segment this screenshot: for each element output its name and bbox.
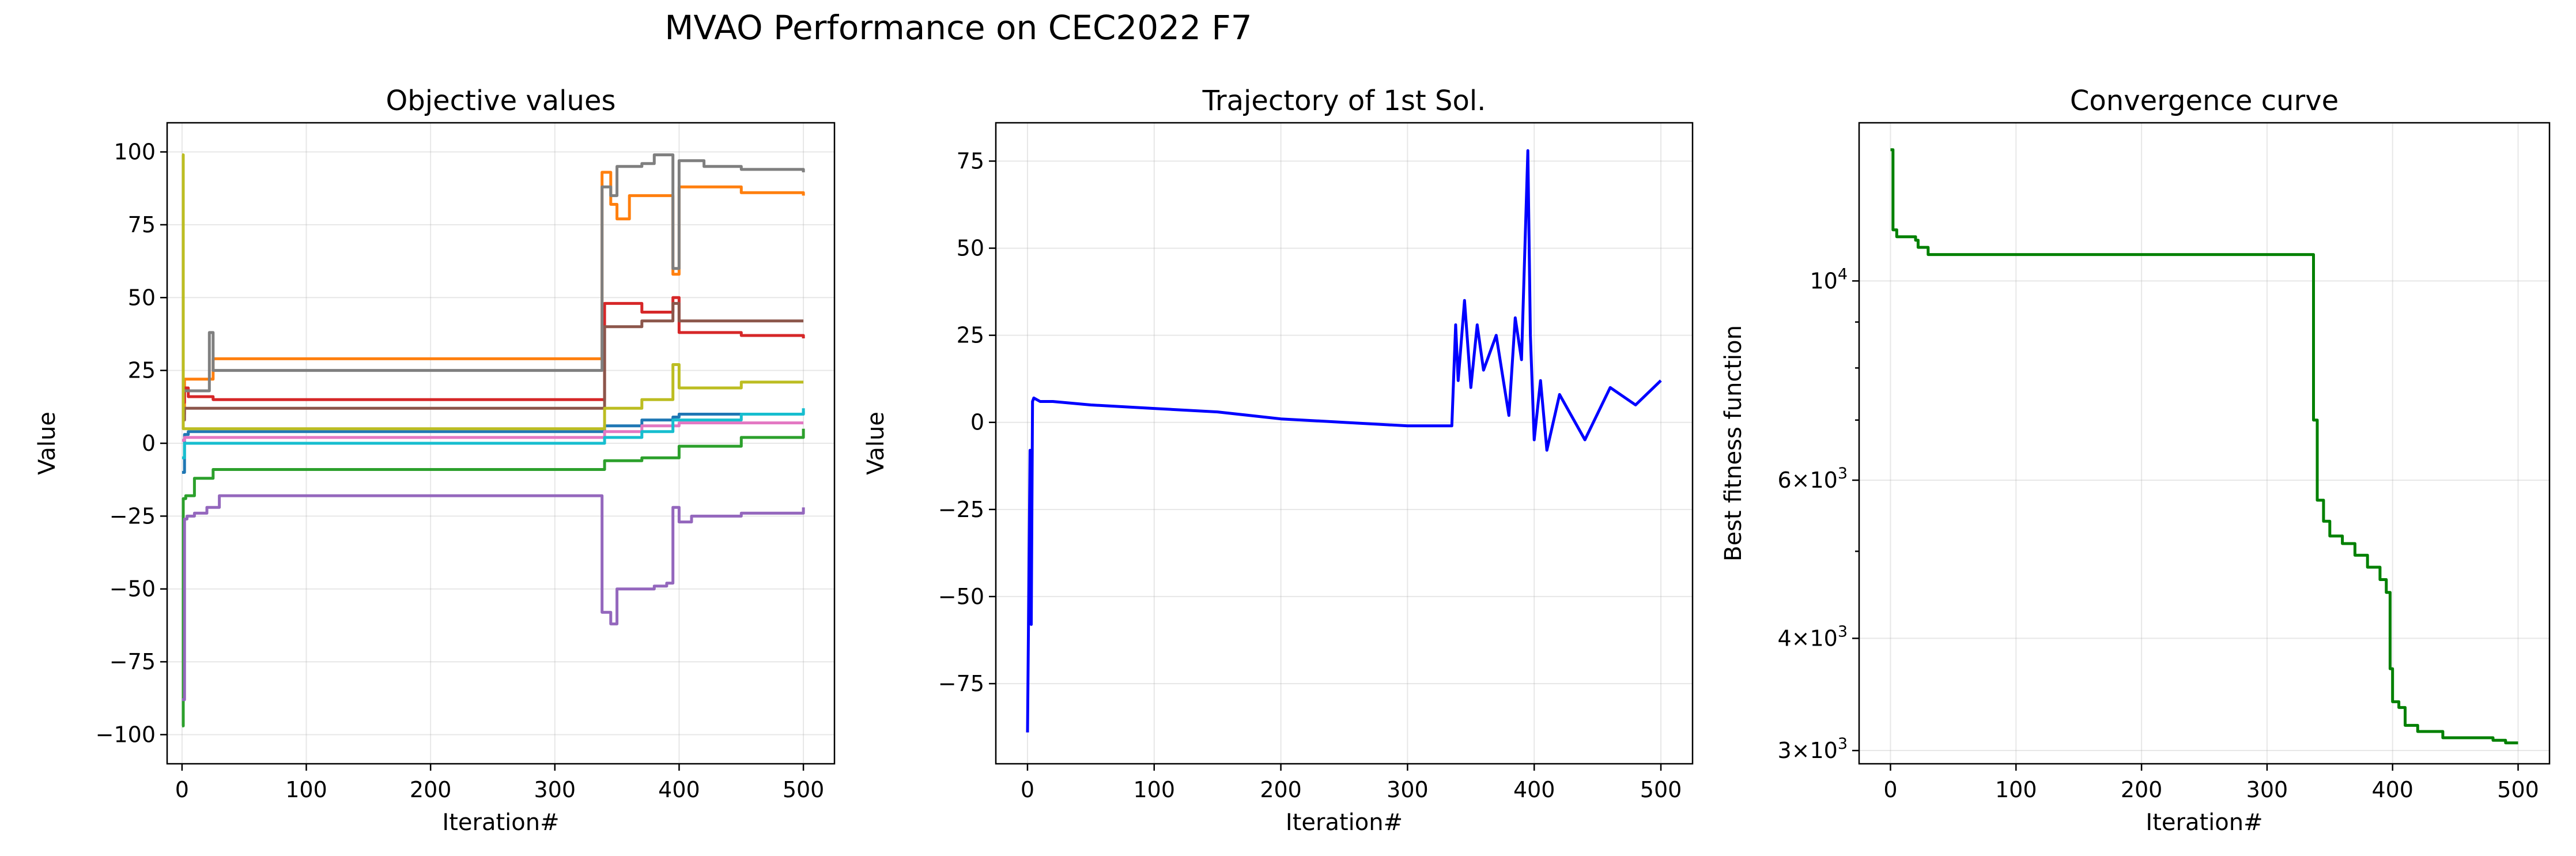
x-tick-label: 100 — [285, 777, 327, 802]
series-line-d9 — [182, 153, 804, 431]
x-tick-label: 500 — [2497, 777, 2539, 802]
y-tick-label: 50 — [957, 236, 984, 261]
y-tick-label: 0 — [142, 431, 156, 456]
x-tick-label: 200 — [2121, 777, 2163, 802]
y-tick-label: 4×103 — [1777, 623, 1848, 651]
panel-title: Objective values — [386, 85, 616, 117]
panel-title: Convergence curve — [2070, 85, 2339, 117]
panel-title: Trajectory of 1st Sol. — [1202, 85, 1486, 117]
series-line-d8 — [182, 153, 805, 393]
y-tick-label: 25 — [957, 323, 984, 348]
series-line-Best — [1890, 148, 2518, 745]
y-axis-label: Value — [863, 412, 889, 475]
series-line-d7 — [182, 421, 804, 442]
series-line-d6 — [182, 301, 804, 422]
y-tick-label: 6×103 — [1777, 465, 1848, 493]
y-tick-label: 75 — [128, 212, 156, 237]
x-tick-label: 500 — [783, 777, 825, 802]
series-line-1st Sol. — [1026, 149, 1662, 733]
series-line-d1 — [182, 411, 805, 474]
y-tick-label: 75 — [957, 148, 984, 174]
x-tick-label: 400 — [2371, 777, 2413, 802]
y-tick-label: −25 — [109, 503, 156, 529]
x-axis-label: Iteration# — [2146, 809, 2263, 836]
x-tick-label: 100 — [1134, 777, 1176, 802]
x-axis-label: Iteration# — [1286, 809, 1403, 836]
series-line-d2 — [182, 171, 805, 416]
y-tick-label: −75 — [938, 671, 984, 696]
panel-objective-values: 0 100 200 300 400 500 −100 −75 −50 −25 0 25 50 75 100 O… — [34, 85, 836, 836]
y-tick-label: −100 — [96, 722, 156, 747]
y-tick-label: −25 — [938, 497, 984, 522]
x-tick-label: 500 — [1640, 777, 1682, 802]
y-tick-label: −50 — [938, 584, 984, 609]
y-tick-label: 25 — [128, 358, 156, 383]
y-tick-label: 50 — [128, 285, 156, 310]
y-tick-label: −75 — [109, 649, 156, 674]
x-tick-label: 300 — [1387, 777, 1429, 802]
y-tick-label: −50 — [109, 576, 156, 602]
series-line-d10 — [182, 408, 805, 459]
panel-convergence: 0 100 200 300 400 500 3×103 4×103 6×103 104 Conver… — [1720, 85, 2551, 836]
x-tick-label: 200 — [1260, 777, 1302, 802]
x-tick-label: 400 — [1513, 777, 1555, 802]
y-tick-label: 100 — [114, 139, 156, 165]
figure-suptitle: MVAO Performance on CEC2022 F7 — [664, 8, 1252, 47]
plot-frame — [1858, 122, 2551, 765]
y-tick-label: 104 — [1810, 265, 1848, 293]
x-tick-label: 400 — [658, 777, 700, 802]
series-line-d3 — [182, 428, 805, 727]
plot-frame — [995, 122, 1694, 765]
y-axis-label: Value — [34, 412, 61, 475]
x-tick-label: 0 — [1021, 777, 1034, 802]
x-tick-label: 100 — [1995, 777, 2037, 802]
x-tick-label: 200 — [410, 777, 452, 802]
x-tick-label: 0 — [175, 777, 189, 802]
x-axis-label: Iteration# — [442, 809, 559, 836]
y-tick-label: 3×103 — [1777, 735, 1848, 763]
x-tick-label: 300 — [2246, 777, 2288, 802]
x-tick-label: 300 — [534, 777, 576, 802]
y-tick-label: 0 — [970, 410, 984, 435]
series-line-d5 — [182, 494, 805, 702]
plot-frame — [166, 122, 836, 765]
y-axis-label: Best fitness function — [1720, 325, 1747, 561]
panel-trajectory: 0 100 200 300 400 500 −75 −50 −25 0 25 50 75 Trajecto… — [863, 85, 1694, 836]
x-tick-label: 0 — [1883, 777, 1897, 802]
